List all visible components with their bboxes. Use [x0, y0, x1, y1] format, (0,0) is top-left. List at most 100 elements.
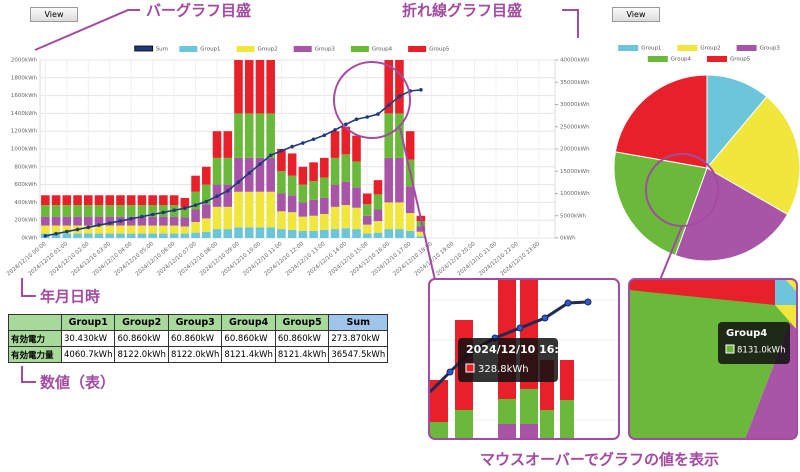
legend-label: Group4 [671, 57, 692, 63]
data-table: Group1 Group2 Group3 Group4 Group5 Sum 有効電力 30… [8, 314, 389, 363]
bar-segment [309, 215, 318, 231]
bar-segment [244, 191, 254, 228]
inset-frame [628, 278, 798, 440]
bar-segment [395, 113, 404, 158]
bar-segment [202, 184, 211, 205]
legend-swatch [707, 56, 727, 62]
bar-segment [341, 154, 351, 182]
line-point [225, 189, 230, 193]
bar-segment [137, 195, 147, 206]
bar-segment [223, 206, 233, 230]
tooltip-title: Group4 [726, 328, 767, 339]
bar-segment [362, 224, 372, 234]
legend-label: Group5 [429, 47, 450, 53]
bar-segment [384, 229, 393, 238]
line-point [419, 88, 423, 92]
y-tick-label: 400kWh [14, 200, 37, 206]
bar-segment [83, 233, 93, 238]
bar-segment [94, 216, 104, 226]
bar-segment [287, 229, 297, 238]
bar-segment [255, 227, 265, 238]
table-cell: 8121.4kWh [274, 346, 330, 363]
bar-segment [180, 197, 190, 208]
bar-segment [62, 233, 72, 238]
tooltip-title: 2024/12/10 16:30 [466, 343, 574, 356]
bar-segment [255, 113, 265, 158]
legend-label: Group5 [730, 57, 751, 63]
bar-segment [362, 215, 372, 225]
bar-segment [169, 225, 179, 234]
bar-segment [73, 233, 82, 238]
tooltip-value: 8131.0kWh [737, 346, 785, 356]
bar-segment [234, 113, 243, 158]
bar-segment [266, 60, 275, 114]
y-tick-label: 1400kWh [11, 111, 38, 117]
bar-segment [62, 225, 72, 234]
bar-segment [352, 135, 361, 162]
legend-label: Group2 [258, 47, 278, 53]
bar-segment [341, 181, 351, 206]
bar-segment [180, 207, 190, 218]
bar-segment [416, 231, 426, 237]
table-cell: 273.870kW [328, 330, 389, 347]
bar-segment [266, 191, 275, 228]
bar-segment [212, 206, 222, 230]
line-point [258, 162, 262, 166]
line-point [161, 210, 166, 215]
bar-segment [105, 225, 115, 234]
bar-segment [191, 221, 200, 233]
bar-segment [212, 131, 222, 158]
bar-segment [148, 205, 157, 217]
bar-segment [223, 157, 233, 185]
legend-swatch [134, 45, 154, 52]
line-point [118, 219, 123, 223]
bar-segment [277, 229, 286, 238]
table-cell: 8122.0kWh [167, 346, 223, 363]
legend-swatch [408, 46, 427, 52]
bar-segment [244, 113, 254, 158]
bar-segment [116, 195, 125, 206]
bar-segment [330, 131, 340, 158]
zoom-inset: Group4 8131.0kWh [629, 279, 797, 439]
bar-segment [191, 209, 200, 222]
bar-segment [277, 149, 286, 172]
bar-segment [73, 216, 82, 226]
bar-segment [137, 205, 147, 217]
table-cell: 60.860kW [274, 330, 330, 347]
line-point [75, 227, 80, 232]
bar-segment [137, 216, 147, 226]
bar-segment [277, 171, 286, 194]
view-button[interactable]: View [30, 7, 78, 22]
inset-frame [428, 278, 620, 440]
bar-segment [373, 180, 383, 195]
bar-segment [352, 207, 361, 230]
bar-segment [223, 229, 233, 238]
bar-segment [362, 204, 372, 216]
bar-segment [191, 175, 200, 192]
y2-tick-label: 5000kWh [560, 213, 587, 219]
bar-segment [384, 202, 393, 230]
bar-segment [83, 195, 93, 206]
table-cell: 4060.7kWh [60, 346, 116, 363]
bar-segment [287, 153, 297, 176]
header-cell: Group1 [60, 314, 116, 331]
view-button[interactable]: View [612, 7, 660, 22]
line-point [86, 225, 91, 230]
line-point [97, 223, 101, 227]
legend-swatch [736, 45, 757, 51]
bar-segment [352, 229, 361, 238]
bar-segment [234, 157, 243, 192]
bar-segment [212, 157, 222, 185]
bar-segment [62, 195, 72, 206]
bar-segment [159, 233, 168, 238]
bar-segment [266, 227, 275, 238]
legend-swatch [236, 46, 255, 52]
y2-tick-label: 15000kWh [560, 169, 590, 175]
callout-lines [21, 9, 719, 383]
bar-segment [169, 233, 179, 238]
line-point [354, 117, 359, 122]
header-cell: Sum [328, 314, 389, 331]
line-point [193, 203, 198, 207]
bar-segment [191, 191, 200, 210]
